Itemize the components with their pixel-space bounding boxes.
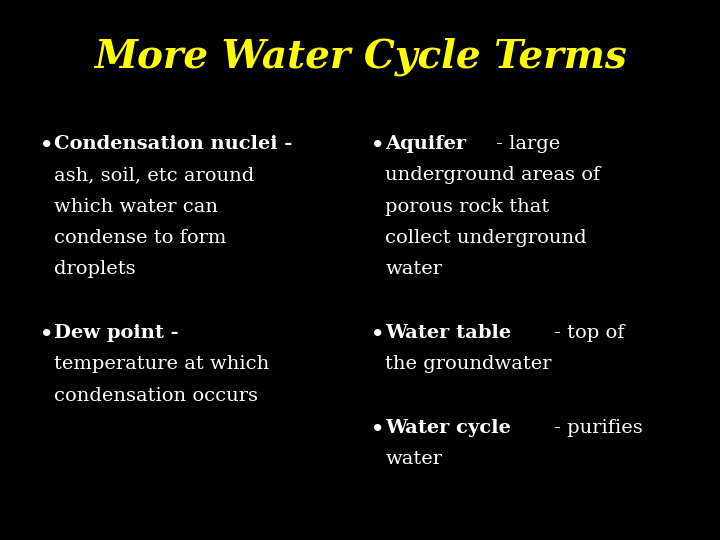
Text: water: water xyxy=(385,450,442,468)
Text: porous rock that: porous rock that xyxy=(385,198,549,215)
Text: - large: - large xyxy=(490,135,560,153)
Text: - top of: - top of xyxy=(548,324,624,342)
Text: collect underground: collect underground xyxy=(385,229,587,247)
Text: •: • xyxy=(40,135,53,155)
Text: underground areas of: underground areas of xyxy=(385,166,600,184)
Text: droplets: droplets xyxy=(54,260,135,278)
Text: ash, soil, etc around: ash, soil, etc around xyxy=(54,166,254,184)
Text: condense to form: condense to form xyxy=(54,229,226,247)
Text: Condensation nuclei -: Condensation nuclei - xyxy=(54,135,292,153)
Text: •: • xyxy=(40,324,53,344)
Text: which water can: which water can xyxy=(54,198,218,215)
Text: Aquifer: Aquifer xyxy=(385,135,467,153)
Text: Water cycle: Water cycle xyxy=(385,419,511,437)
Text: •: • xyxy=(371,324,384,344)
Text: •: • xyxy=(371,135,384,155)
Text: - purifies: - purifies xyxy=(548,419,642,437)
Text: Dew point -: Dew point - xyxy=(54,324,179,342)
Text: Water table: Water table xyxy=(385,324,511,342)
Text: •: • xyxy=(371,419,384,439)
Text: temperature at which: temperature at which xyxy=(54,355,269,373)
Text: More Water Cycle Terms: More Water Cycle Terms xyxy=(94,38,626,76)
Text: the groundwater: the groundwater xyxy=(385,355,552,373)
Text: water: water xyxy=(385,260,442,278)
Text: condensation occurs: condensation occurs xyxy=(54,387,258,404)
